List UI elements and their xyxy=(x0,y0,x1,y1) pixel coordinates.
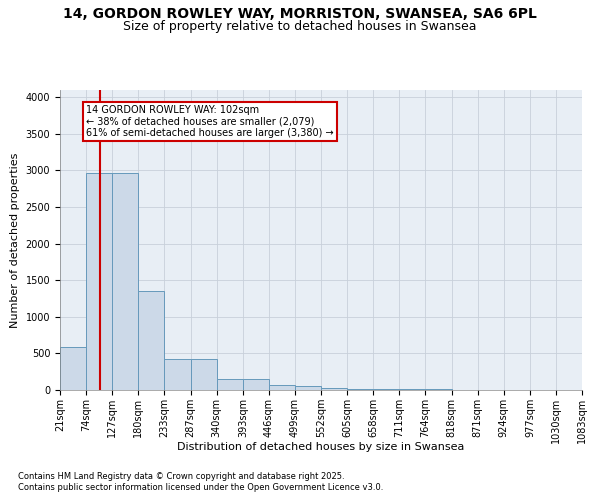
Bar xyxy=(243,379,269,390)
Text: Distribution of detached houses by size in Swansea: Distribution of detached houses by size … xyxy=(178,442,464,452)
Bar xyxy=(60,347,86,390)
Bar xyxy=(191,358,217,390)
Bar xyxy=(138,291,164,390)
Bar xyxy=(269,384,295,390)
Bar xyxy=(86,172,112,390)
Text: Contains HM Land Registry data © Crown copyright and database right 2025.: Contains HM Land Registry data © Crown c… xyxy=(18,472,344,481)
Bar xyxy=(217,379,243,390)
Text: Contains public sector information licensed under the Open Government Licence v3: Contains public sector information licen… xyxy=(18,484,383,492)
Text: 14 GORDON ROWLEY WAY: 102sqm
← 38% of detached houses are smaller (2,079)
61% of: 14 GORDON ROWLEY WAY: 102sqm ← 38% of de… xyxy=(86,104,334,138)
Text: 14, GORDON ROWLEY WAY, MORRISTON, SWANSEA, SA6 6PL: 14, GORDON ROWLEY WAY, MORRISTON, SWANSE… xyxy=(63,8,537,22)
Bar xyxy=(347,388,373,390)
Bar xyxy=(321,388,347,390)
Y-axis label: Number of detached properties: Number of detached properties xyxy=(10,152,20,328)
Bar xyxy=(295,386,321,390)
Bar xyxy=(112,172,138,390)
Text: Size of property relative to detached houses in Swansea: Size of property relative to detached ho… xyxy=(123,20,477,33)
Bar xyxy=(373,389,399,390)
Bar xyxy=(164,358,191,390)
